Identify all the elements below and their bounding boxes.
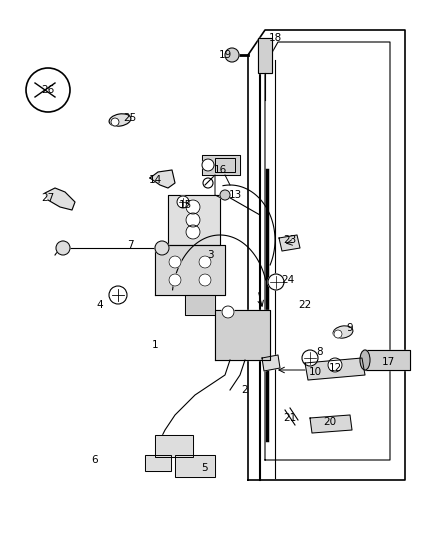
Bar bbox=[145, 455, 171, 471]
Circle shape bbox=[186, 213, 200, 227]
Text: 16: 16 bbox=[213, 165, 226, 175]
Circle shape bbox=[109, 286, 127, 304]
Bar bbox=[175, 455, 215, 477]
Ellipse shape bbox=[109, 114, 131, 126]
Text: 19: 19 bbox=[219, 50, 232, 60]
Polygon shape bbox=[202, 155, 240, 175]
Text: 5: 5 bbox=[201, 463, 208, 473]
Polygon shape bbox=[305, 358, 365, 380]
Circle shape bbox=[302, 350, 318, 366]
Circle shape bbox=[225, 48, 239, 62]
Circle shape bbox=[169, 256, 181, 268]
Text: 10: 10 bbox=[308, 367, 321, 377]
Bar bbox=[155, 435, 193, 457]
Circle shape bbox=[334, 330, 342, 338]
Text: 8: 8 bbox=[317, 347, 323, 357]
Polygon shape bbox=[279, 235, 300, 251]
Polygon shape bbox=[168, 195, 220, 245]
Circle shape bbox=[202, 159, 214, 171]
Text: 2: 2 bbox=[242, 385, 248, 395]
Circle shape bbox=[328, 358, 342, 372]
Circle shape bbox=[56, 241, 70, 255]
Circle shape bbox=[220, 190, 230, 200]
Bar bbox=[215, 158, 235, 172]
Bar bbox=[175, 455, 215, 477]
Text: 23: 23 bbox=[283, 235, 297, 245]
Text: 24: 24 bbox=[281, 275, 295, 285]
Circle shape bbox=[186, 200, 200, 214]
Text: 25: 25 bbox=[124, 113, 137, 123]
Polygon shape bbox=[262, 355, 280, 371]
Circle shape bbox=[177, 196, 189, 208]
Text: 15: 15 bbox=[178, 200, 192, 210]
Text: 20: 20 bbox=[323, 417, 336, 427]
Polygon shape bbox=[150, 170, 175, 188]
Polygon shape bbox=[215, 310, 270, 360]
Text: 3: 3 bbox=[207, 250, 213, 260]
Circle shape bbox=[268, 274, 284, 290]
Ellipse shape bbox=[333, 326, 353, 338]
Text: 14: 14 bbox=[148, 175, 162, 185]
Text: 26: 26 bbox=[41, 85, 55, 95]
Bar bbox=[145, 455, 171, 471]
Polygon shape bbox=[155, 245, 225, 295]
Circle shape bbox=[222, 306, 234, 318]
Text: 27: 27 bbox=[41, 193, 55, 203]
Circle shape bbox=[199, 274, 211, 286]
Circle shape bbox=[111, 118, 119, 126]
Circle shape bbox=[155, 241, 169, 255]
Text: 13: 13 bbox=[228, 190, 242, 200]
Text: 4: 4 bbox=[97, 300, 103, 310]
Bar bbox=[155, 435, 193, 457]
Text: 1: 1 bbox=[152, 340, 158, 350]
Text: 6: 6 bbox=[92, 455, 98, 465]
Bar bbox=[215, 158, 235, 172]
Circle shape bbox=[186, 225, 200, 239]
Circle shape bbox=[199, 256, 211, 268]
Ellipse shape bbox=[360, 350, 370, 370]
Polygon shape bbox=[45, 188, 75, 210]
Polygon shape bbox=[365, 350, 410, 370]
Text: 22: 22 bbox=[298, 300, 311, 310]
Circle shape bbox=[169, 274, 181, 286]
Text: 21: 21 bbox=[283, 413, 297, 423]
Text: 7: 7 bbox=[127, 240, 133, 250]
Bar bbox=[258, 38, 272, 73]
Text: 12: 12 bbox=[328, 363, 342, 373]
Text: 17: 17 bbox=[381, 357, 395, 367]
Polygon shape bbox=[310, 415, 352, 433]
Text: 9: 9 bbox=[347, 323, 353, 333]
Text: 18: 18 bbox=[268, 33, 282, 43]
Bar bbox=[258, 38, 272, 73]
Polygon shape bbox=[185, 295, 215, 315]
